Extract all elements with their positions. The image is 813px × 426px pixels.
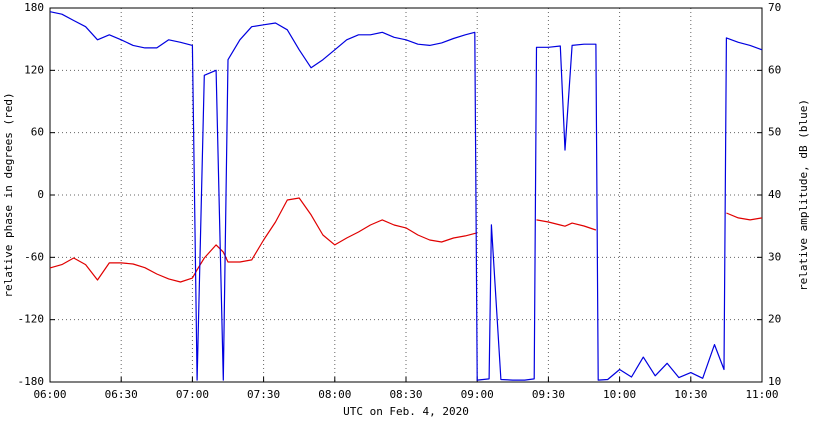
x-tick-label: 11:00 [745,388,778,401]
y2-tick-label: 30 [768,250,781,263]
y2-tick-label: 70 [768,1,781,14]
x-tick-label: 08:30 [389,388,422,401]
y-tick-label: 180 [24,1,44,14]
x-tick-label: 07:30 [247,388,280,401]
y-tick-label: -180 [18,375,45,388]
y-tick-label: 120 [24,63,44,76]
x-tick-label: 10:30 [674,388,707,401]
x-tick-label: 09:00 [461,388,494,401]
data-line [49,197,763,283]
y-tick-label: 60 [31,126,44,139]
y2-tick-label: 40 [768,188,781,201]
x-tick-label: 10:00 [603,388,636,401]
y2-tick-label: 10 [768,375,781,388]
x-tick-label: 06:00 [33,388,66,401]
x-tick-label: 06:30 [105,388,138,401]
y2-axis-label: relative amplitude, dB (blue) [797,99,810,291]
x-tick-label: 09:30 [532,388,565,401]
y-tick-label: 0 [37,188,44,201]
y-tick-label: -60 [24,250,44,263]
y2-tick-label: 20 [768,313,781,326]
y-axis-label: relative phase in degrees (red) [2,92,15,297]
y2-tick-label: 50 [768,126,781,139]
x-tick-label: 07:00 [176,388,209,401]
y2-tick-label: 60 [768,63,781,76]
x-tick-label: 08:00 [318,388,351,401]
x-axis-label: UTC on Feb. 4, 2020 [343,405,469,418]
data-line [49,11,763,381]
y-tick-label: -120 [18,313,45,326]
